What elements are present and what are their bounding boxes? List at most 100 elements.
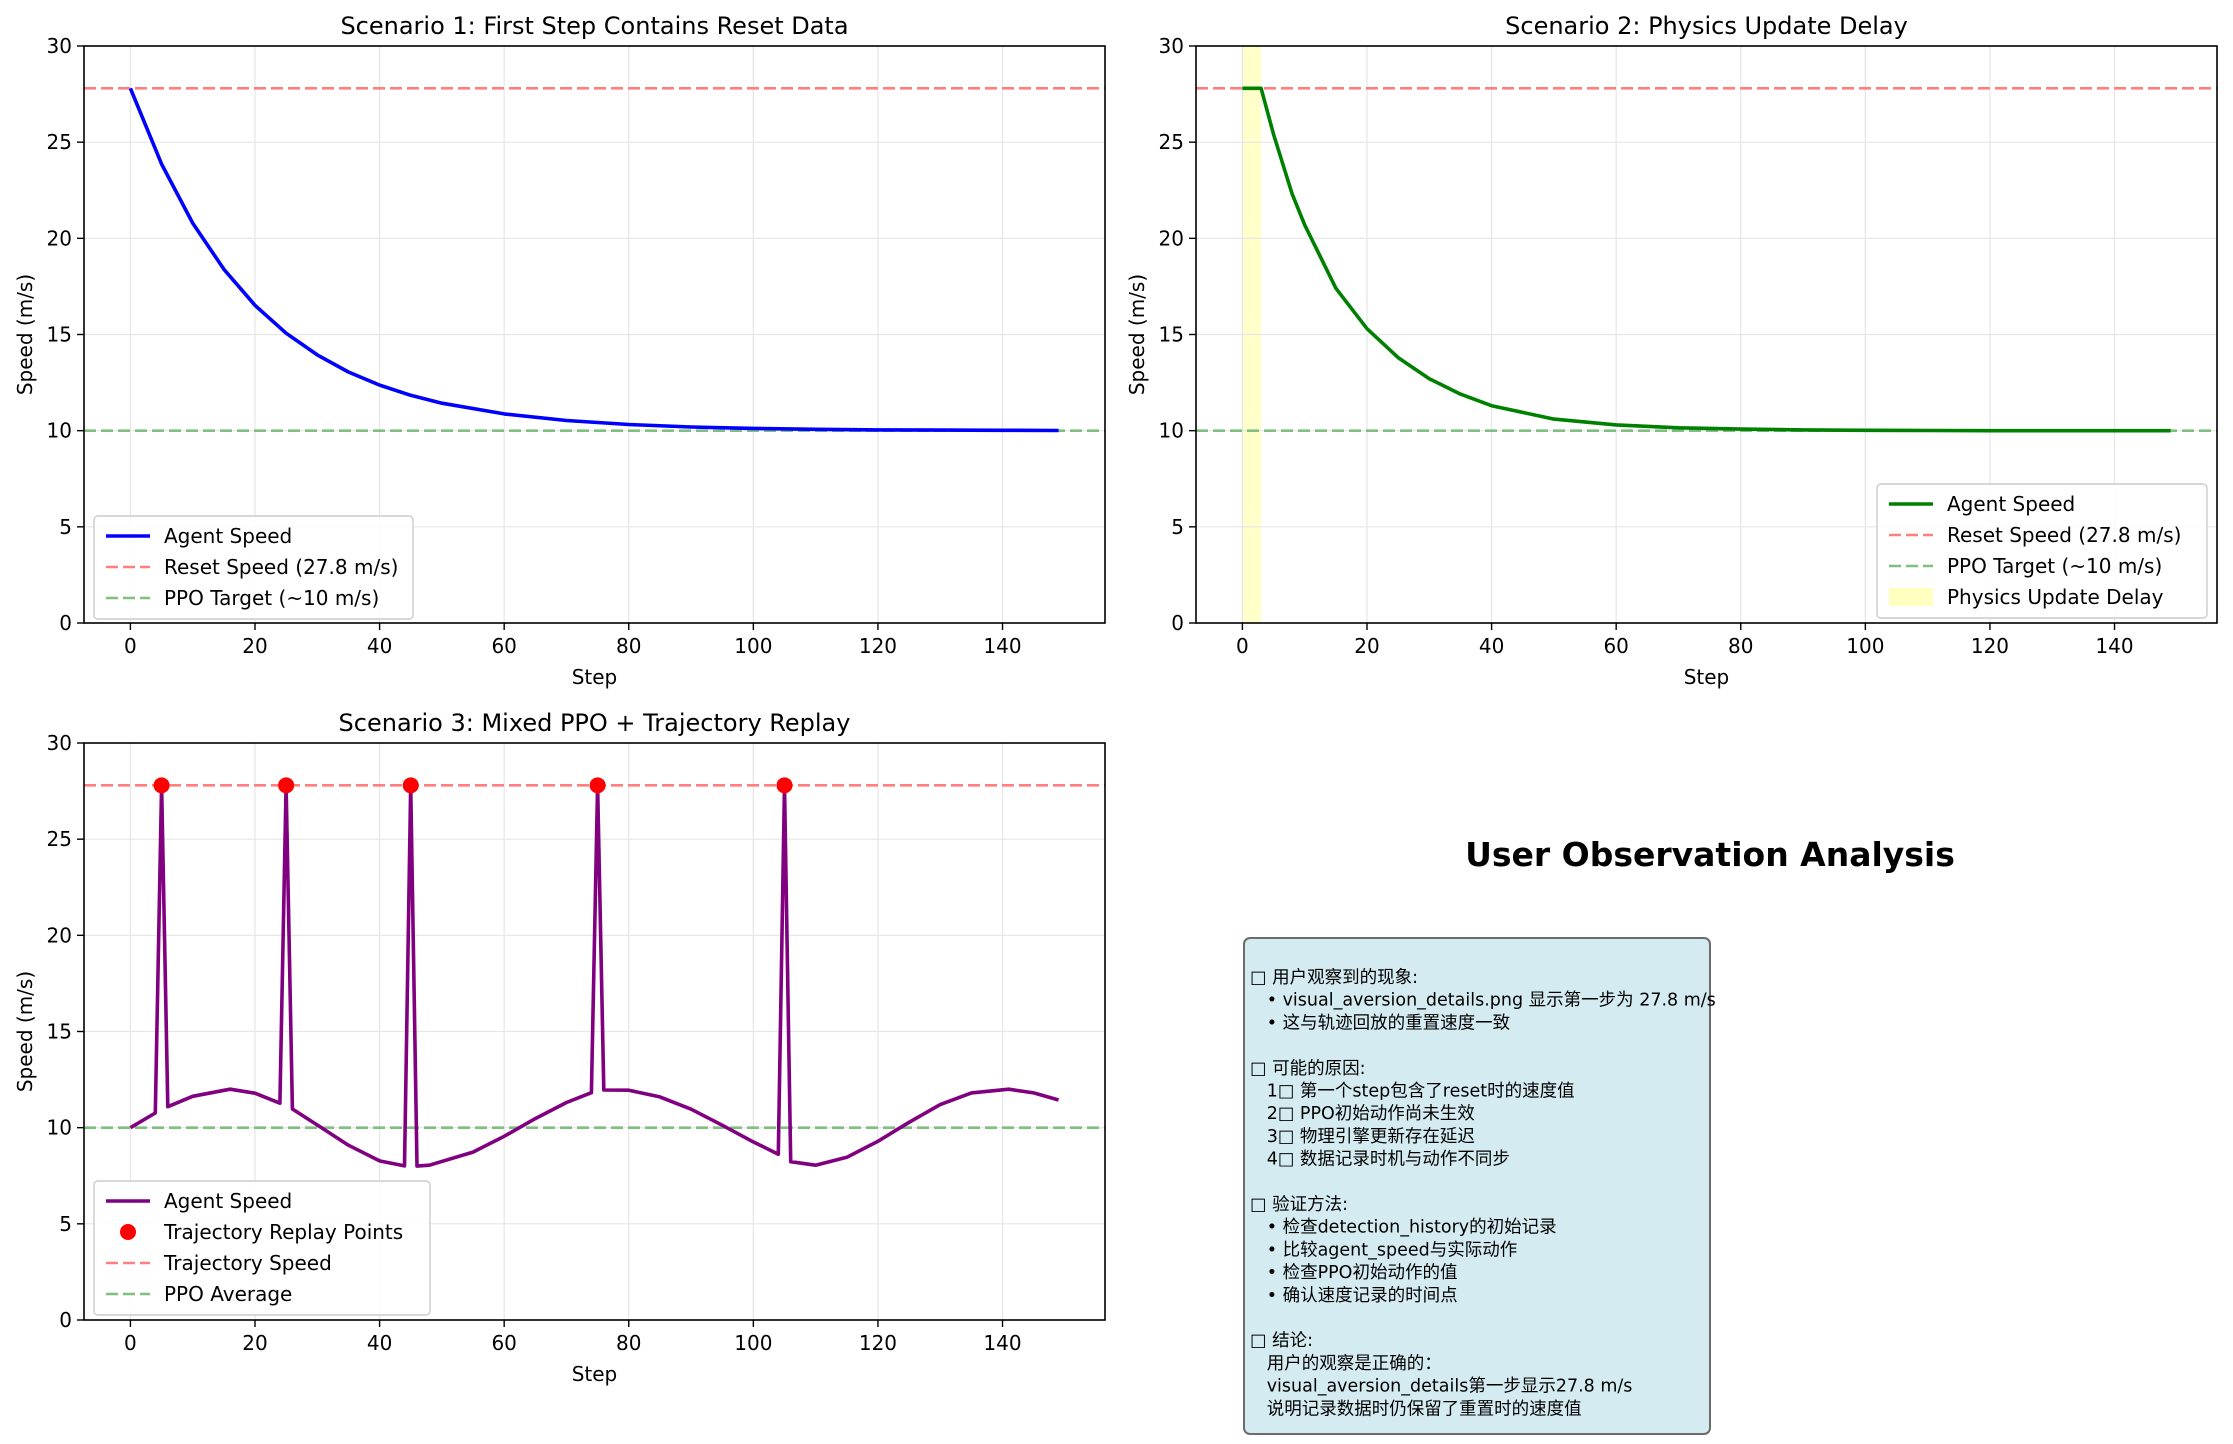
analysis-line: □ 结论: — [1250, 1331, 1313, 1351]
analysis-box — [1243, 937, 1711, 1435]
analysis-line: 3□ 物理引擎更新存在延迟 — [1250, 1127, 1475, 1147]
legend-box — [93, 1180, 431, 1316]
y-tick-label: 20 — [1159, 226, 1184, 250]
x-tick-label: 60 — [1603, 634, 1628, 658]
x-tick-label: 40 — [1479, 634, 1504, 658]
y-tick-label: 0 — [59, 1308, 72, 1332]
y-tick-label: 0 — [1171, 611, 1184, 635]
legend-swatch-patch — [1889, 588, 1933, 606]
chart-panel-2: 0 20 40 60 80 100 120 140 0 5 10 15 20 25 30 Scenario 2… — [1125, 12, 2218, 689]
x-tick-label: 60 — [491, 1331, 516, 1355]
analysis-line: • visual_aversion_details.png 显示第一步为 27.… — [1250, 991, 1716, 1011]
legend-label: Trajectory Speed — [163, 1251, 332, 1275]
y-tick-label: 15 — [47, 323, 72, 347]
legend-label: PPO Target (~10 m/s) — [164, 586, 379, 610]
x-axis-label: Step — [572, 665, 618, 689]
x-tick-label: 0 — [124, 1331, 137, 1355]
y-tick-label: 30 — [47, 731, 72, 755]
x-tick-label: 140 — [983, 634, 1021, 658]
legend: Agent Speed Reset Speed (27.8 m/s) PPO Tar… — [1876, 483, 2208, 619]
x-tick-label: 20 — [242, 1331, 267, 1355]
chart-panel-1: 0 20 40 60 80 100 120 140 0 5 10 15 20 25 30 Scenario 1… — [13, 12, 1106, 689]
legend-box — [1876, 483, 2208, 619]
legend-label: Agent Speed — [164, 524, 292, 548]
legend-label: Agent Speed — [164, 1189, 292, 1213]
y-axis-label: Speed (m/s) — [13, 971, 37, 1092]
analysis-line: 4□ 数据记录时机与动作不同步 — [1250, 1150, 1510, 1170]
x-tick-label: 0 — [124, 634, 137, 658]
analysis-line: 说明记录数据时仍保留了重置时的速度值 — [1250, 1399, 1582, 1419]
legend-swatch-marker — [120, 1224, 136, 1240]
x-tick-label: 100 — [734, 634, 772, 658]
analysis-line: 用户的观察是正确的： — [1250, 1354, 1442, 1374]
y-tick-label: 0 — [59, 611, 72, 635]
analysis-line: • 这与轨迹回放的重置速度一致 — [1250, 1013, 1510, 1033]
analysis-line: • 比较agent_speed与实际动作 — [1250, 1240, 1517, 1260]
analysis-line: 2□ PPO初始动作尚未生效 — [1250, 1104, 1475, 1124]
series-line-1 — [128, 87, 1059, 433]
replay-point — [153, 777, 170, 794]
legend-box — [93, 515, 414, 620]
replay-point — [402, 777, 419, 794]
x-tick-label: 80 — [616, 634, 641, 658]
legend: Agent Speed Reset Speed (27.8 m/s) PPO Tar… — [93, 515, 414, 620]
x-tick-label: 100 — [1846, 634, 1884, 658]
analysis-line: □ 验证方法: — [1250, 1195, 1348, 1215]
x-tick-label: 120 — [1971, 634, 2009, 658]
legend: Agent Speed Trajectory Replay Points Traje… — [93, 1180, 431, 1316]
x-tick-label: 120 — [859, 634, 897, 658]
analysis-line: 1□ 第一个step包含了reset时的速度值 — [1250, 1082, 1575, 1102]
x-axis-label: Step — [1684, 665, 1730, 689]
series-line-1 — [129, 783, 1060, 1168]
y-axis-label: Speed (m/s) — [13, 274, 37, 395]
y-axis-label: Speed (m/s) — [1125, 274, 1149, 395]
analysis-line: • 确认速度记录的时间点 — [1250, 1286, 1458, 1306]
y-tick-label: 30 — [47, 34, 72, 58]
y-tick-label: 10 — [1159, 419, 1184, 443]
analysis-line: □ 用户观察到的现象: — [1250, 968, 1418, 988]
y-tick-label: 30 — [1159, 34, 1184, 58]
analysis-title: User Observation Analysis — [1465, 835, 1955, 874]
analysis-line: visual_aversion_details第一步显示27.8 m/s — [1250, 1377, 1632, 1397]
chart-title: Scenario 1: First Step Contains Reset Da… — [340, 12, 848, 40]
legend-label: Agent Speed — [1947, 492, 2075, 516]
x-tick-label: 40 — [367, 634, 392, 658]
analysis-line: • 检查detection_history的初始记录 — [1250, 1218, 1557, 1238]
chart-title: Scenario 3: Mixed PPO + Trajectory Repla… — [339, 709, 851, 737]
y-tick-label: 20 — [47, 923, 72, 947]
y-tick-label: 25 — [47, 827, 72, 851]
series-line-1 — [1242, 86, 2171, 433]
x-axis-label: Step — [572, 1362, 618, 1386]
x-tick-label: 140 — [983, 1331, 1021, 1355]
replay-point — [776, 777, 793, 794]
legend-label: Trajectory Replay Points — [163, 1220, 403, 1244]
legend-label: PPO Average — [164, 1282, 292, 1306]
x-tick-label: 80 — [1728, 634, 1753, 658]
x-tick-label: 80 — [616, 1331, 641, 1355]
x-tick-label: 120 — [859, 1331, 897, 1355]
y-tick-label: 15 — [47, 1020, 72, 1044]
legend-label: Reset Speed (27.8 m/s) — [164, 555, 398, 579]
replay-point — [589, 777, 606, 794]
y-tick-label: 5 — [59, 515, 72, 539]
y-tick-label: 25 — [47, 130, 72, 154]
replay-point — [278, 777, 295, 794]
chart-title: Scenario 2: Physics Update Delay — [1505, 12, 1908, 40]
x-tick-label: 100 — [734, 1331, 772, 1355]
y-tick-label: 5 — [1171, 515, 1184, 539]
x-tick-label: 140 — [2095, 634, 2133, 658]
x-tick-label: 0 — [1236, 634, 1249, 658]
x-tick-label: 20 — [242, 634, 267, 658]
legend-label: PPO Target (~10 m/s) — [1947, 554, 2162, 578]
analysis-line: □ 可能的原因: — [1250, 1059, 1366, 1079]
y-tick-label: 20 — [47, 226, 72, 250]
analysis-line: • 检查PPO初始动作的值 — [1250, 1263, 1457, 1283]
y-tick-label: 10 — [47, 1116, 72, 1140]
x-tick-label: 60 — [491, 634, 516, 658]
chart-panel-3: 0 20 40 60 80 100 120 140 0 5 10 15 20 25 30 Scenario 3… — [13, 709, 1106, 1386]
analysis-text: □ 用户观察到的现象: • visual_aversion_details.pn… — [1250, 968, 1716, 1419]
x-tick-label: 40 — [367, 1331, 392, 1355]
y-tick-label: 15 — [1159, 323, 1184, 347]
